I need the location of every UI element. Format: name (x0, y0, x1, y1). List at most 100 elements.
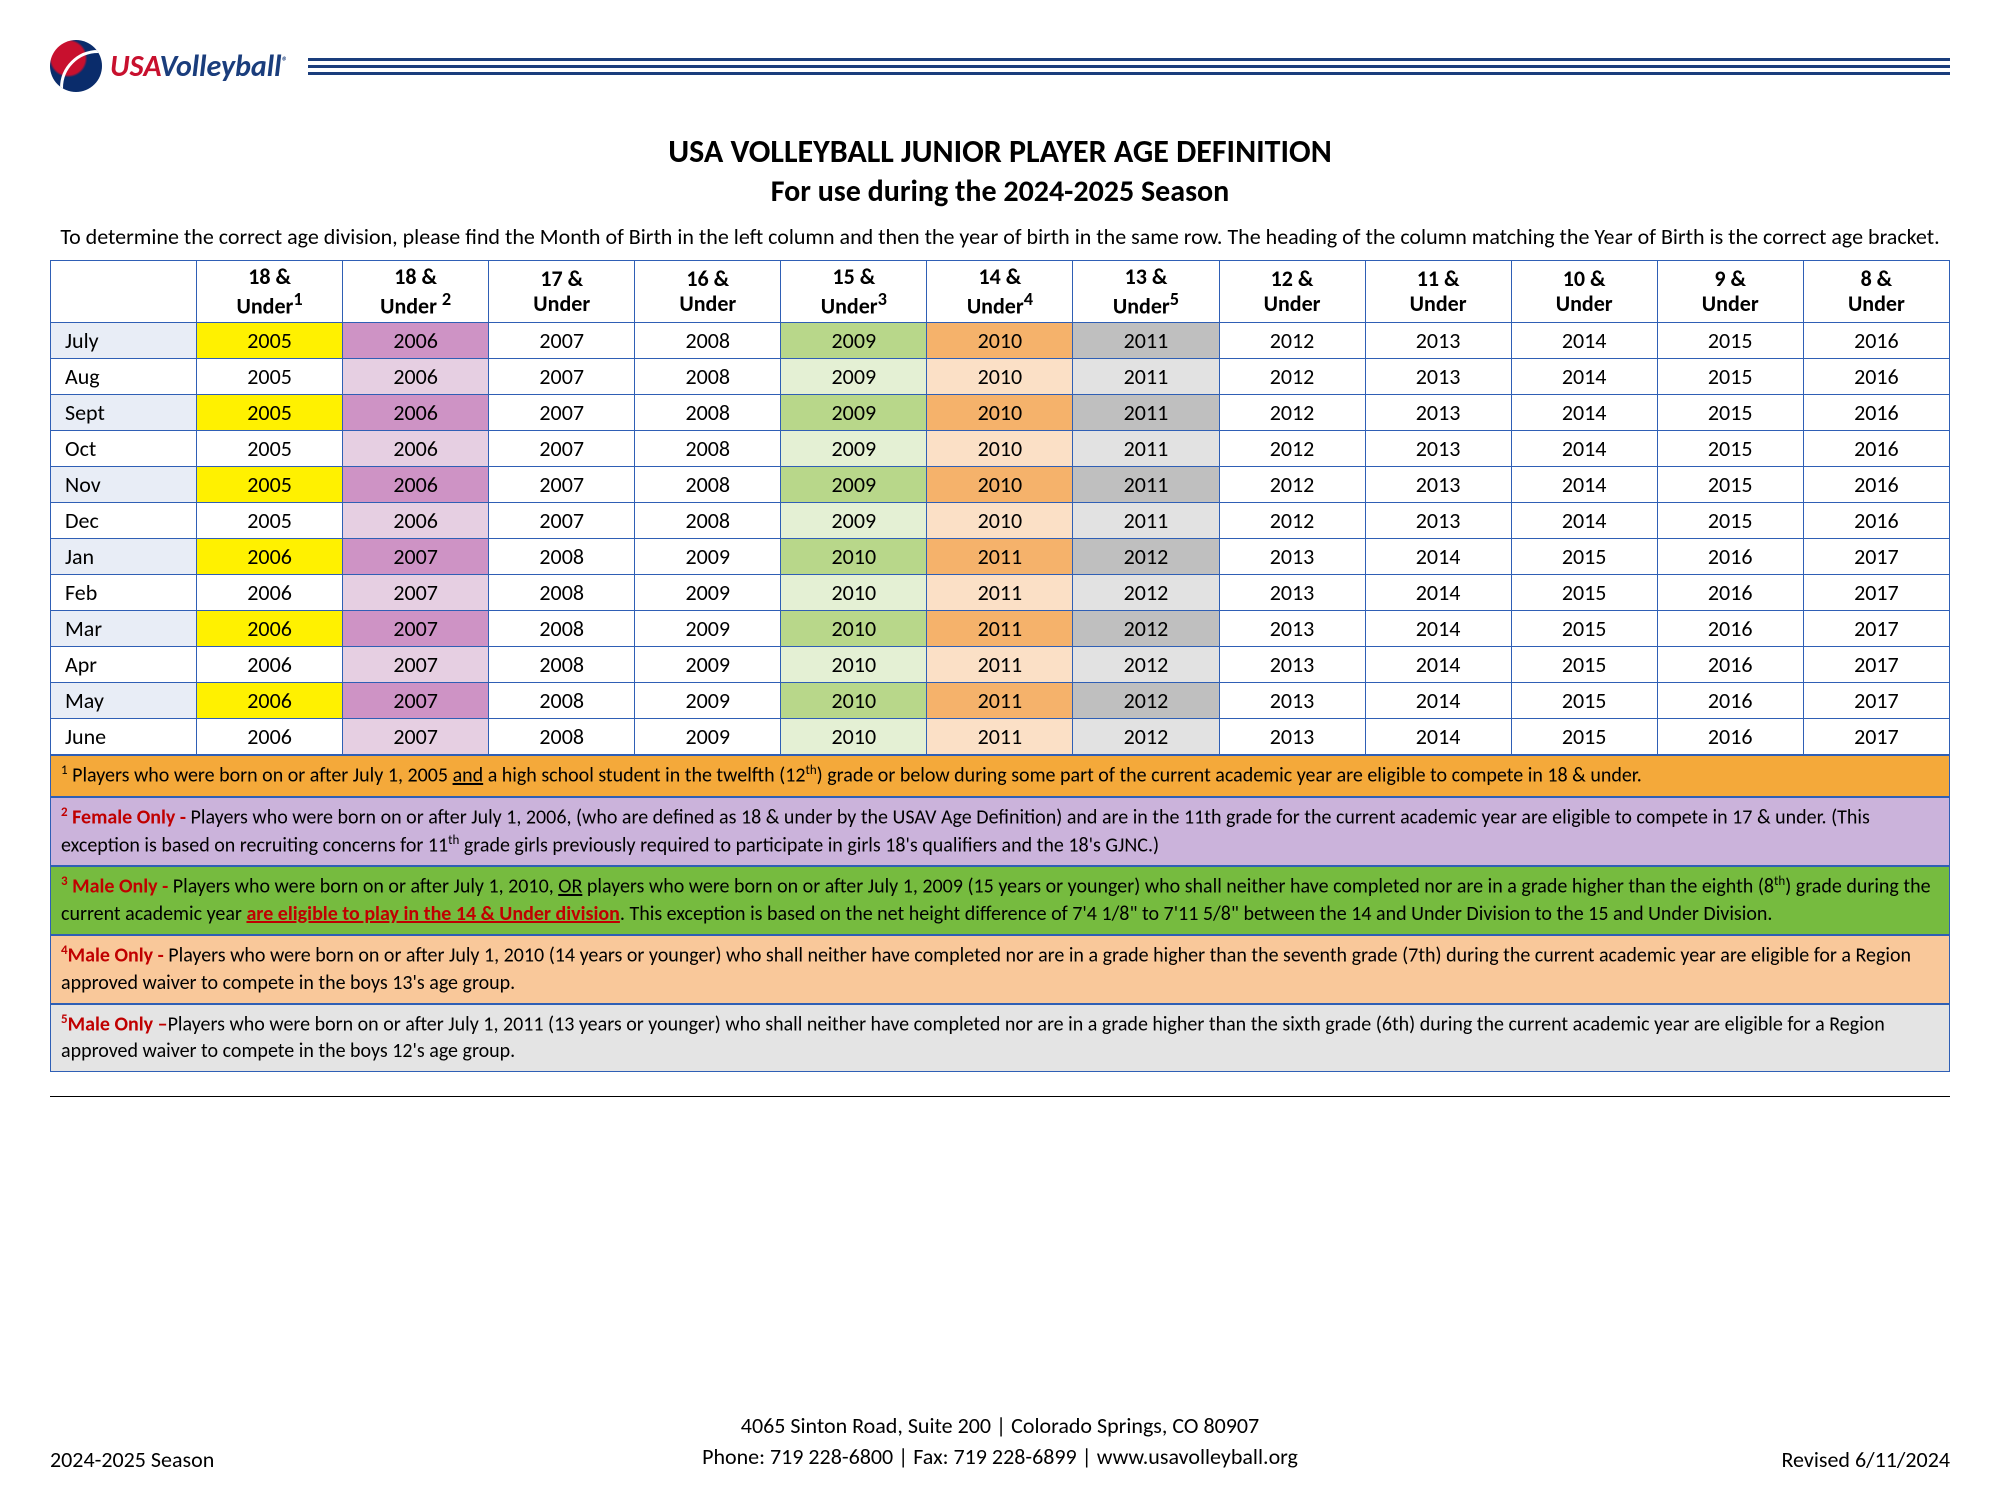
year-cell: 2009 (635, 539, 781, 575)
year-cell: 2008 (489, 539, 635, 575)
footer-address: 4065 Sinton Road, Suite 200 | Colorado S… (50, 1411, 1950, 1442)
table-row: Dec2005200620072008200920102011201220132… (51, 503, 1950, 539)
footnote-4-sup: 4 (61, 943, 68, 958)
footnote-5-sup: 5 (61, 1012, 68, 1027)
year-cell: 2013 (1219, 719, 1365, 755)
year-cell: 2006 (343, 323, 489, 359)
table-row: Mar2006200720082009201020112012201320142… (51, 611, 1950, 647)
footnote-3-sup: 3 (61, 874, 68, 889)
year-cell: 2016 (1657, 575, 1803, 611)
year-cell: 2017 (1803, 539, 1949, 575)
title-block: USA VOLLEYBALL JUNIOR PLAYER AGE DEFINIT… (50, 132, 1950, 210)
year-cell: 2016 (1803, 467, 1949, 503)
year-cell: 2012 (1219, 431, 1365, 467)
year-cell: 2010 (781, 647, 927, 683)
year-cell: 2008 (635, 359, 781, 395)
year-cell: 2016 (1657, 647, 1803, 683)
year-cell: 2005 (197, 431, 343, 467)
page-footer: 4065 Sinton Road, Suite 200 | Colorado S… (50, 1411, 1950, 1473)
year-cell: 2012 (1073, 611, 1219, 647)
year-cell: 2010 (927, 359, 1073, 395)
year-cell: 2015 (1511, 683, 1657, 719)
year-cell: 2006 (343, 359, 489, 395)
footnote-2: 2 Female Only - Players who were born on… (50, 797, 1950, 866)
column-header: 18 &Under1 (197, 260, 343, 323)
year-cell: 2005 (197, 503, 343, 539)
year-cell: 2015 (1657, 359, 1803, 395)
instructions: To determine the correct age division, p… (50, 222, 1950, 252)
year-cell: 2011 (927, 539, 1073, 575)
year-cell: 2009 (635, 647, 781, 683)
year-cell: 2008 (489, 611, 635, 647)
month-cell: June (51, 719, 197, 755)
year-cell: 2007 (343, 683, 489, 719)
year-cell: 2011 (927, 683, 1073, 719)
table-row: Jan2006200720082009201020112012201320142… (51, 539, 1950, 575)
column-header: 16 &Under (635, 260, 781, 323)
year-cell: 2014 (1511, 359, 1657, 395)
footnote-4: 4Male Only - Players who were born on or… (50, 935, 1950, 1004)
year-cell: 2006 (343, 503, 489, 539)
year-cell: 2008 (635, 323, 781, 359)
year-cell: 2014 (1365, 539, 1511, 575)
month-cell: July (51, 323, 197, 359)
logo: USAVolleyball® (50, 40, 288, 92)
year-cell: 2012 (1073, 683, 1219, 719)
year-cell: 2016 (1657, 539, 1803, 575)
year-cell: 2009 (635, 683, 781, 719)
year-cell: 2011 (1073, 359, 1219, 395)
year-cell: 2016 (1803, 323, 1949, 359)
year-cell: 2014 (1511, 467, 1657, 503)
table-row: Oct2005200620072008200920102011201220132… (51, 431, 1950, 467)
title-sub: For use during the 2024-2025 Season (50, 173, 1950, 210)
month-cell: Nov (51, 467, 197, 503)
year-cell: 2015 (1657, 503, 1803, 539)
year-cell: 2008 (635, 467, 781, 503)
year-cell: 2008 (635, 431, 781, 467)
year-cell: 2006 (197, 683, 343, 719)
year-cell: 2012 (1219, 467, 1365, 503)
table-row: Nov2005200620072008200920102011201220132… (51, 467, 1950, 503)
year-cell: 2013 (1219, 611, 1365, 647)
year-cell: 2008 (489, 575, 635, 611)
year-cell: 2007 (343, 575, 489, 611)
year-cell: 2010 (781, 575, 927, 611)
year-cell: 2007 (489, 431, 635, 467)
year-cell: 2007 (489, 503, 635, 539)
year-cell: 2012 (1219, 395, 1365, 431)
logo-usa: USA (110, 48, 160, 85)
year-cell: 2006 (343, 395, 489, 431)
footnotes: 1 Players who were born on or after July… (50, 755, 1950, 1072)
footnote-1: 1 Players who were born on or after July… (50, 755, 1950, 797)
year-cell: 2006 (197, 647, 343, 683)
year-cell: 2008 (635, 503, 781, 539)
year-cell: 2015 (1657, 323, 1803, 359)
year-cell: 2011 (1073, 467, 1219, 503)
month-cell: Mar (51, 611, 197, 647)
year-cell: 2011 (927, 647, 1073, 683)
table-header-row: 18 &Under118 &Under 217 &Under16 &Under1… (51, 260, 1950, 323)
table-row: July200520062007200820092010201120122013… (51, 323, 1950, 359)
year-cell: 2009 (781, 359, 927, 395)
year-cell: 2016 (1657, 611, 1803, 647)
year-cell: 2014 (1365, 575, 1511, 611)
year-cell: 2013 (1365, 359, 1511, 395)
year-cell: 2009 (635, 719, 781, 755)
column-header: 14 &Under4 (927, 260, 1073, 323)
year-cell: 2013 (1219, 575, 1365, 611)
year-cell: 2005 (197, 467, 343, 503)
year-cell: 2007 (489, 359, 635, 395)
year-cell: 2012 (1219, 503, 1365, 539)
table-row: Apr2006200720082009201020112012201320142… (51, 647, 1950, 683)
year-cell: 2013 (1219, 683, 1365, 719)
footer-contact: Phone: 719 228-6800 | Fax: 719 228-6899 … (50, 1442, 1950, 1473)
year-cell: 2014 (1511, 431, 1657, 467)
year-cell: 2007 (343, 647, 489, 683)
column-header: 12 &Under (1219, 260, 1365, 323)
logo-vb: Volleyball (160, 48, 282, 85)
year-cell: 2011 (1073, 323, 1219, 359)
year-cell: 2013 (1365, 323, 1511, 359)
month-cell: Oct (51, 431, 197, 467)
footnote-2-sup: 2 (61, 805, 68, 820)
year-cell: 2010 (927, 395, 1073, 431)
